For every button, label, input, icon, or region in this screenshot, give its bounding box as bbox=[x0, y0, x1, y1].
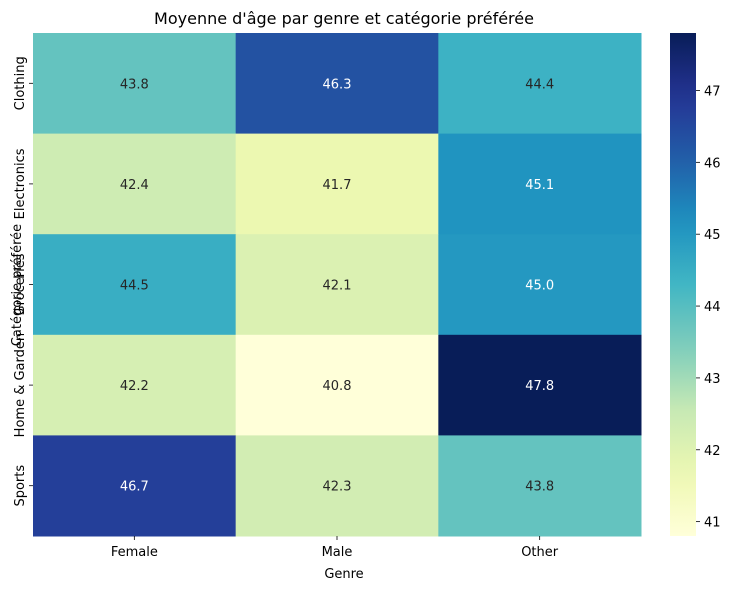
cell-value-label: 43.8 bbox=[525, 480, 554, 495]
heatmap-cell bbox=[235, 234, 439, 336]
colorbar bbox=[670, 33, 696, 536]
heatmap-cell bbox=[438, 234, 642, 336]
heatmap-cell bbox=[33, 234, 237, 336]
cell-value-label: 43.8 bbox=[120, 77, 149, 92]
heatmap-cell bbox=[235, 334, 439, 436]
colorbar-tick-label: 43 bbox=[704, 372, 721, 387]
heatmap-cell bbox=[235, 435, 439, 537]
heatmap-cell bbox=[33, 133, 237, 235]
heatmap-cell bbox=[33, 435, 237, 537]
cell-value-label: 47.8 bbox=[525, 379, 554, 394]
y-axis-ticks: Clothing Electronics Groceries Home & Garde… bbox=[13, 56, 33, 507]
colorbar-tick-label: 47 bbox=[704, 84, 721, 99]
heatmap-cell bbox=[438, 133, 642, 235]
colorbar-ticks: 41 42 43 44 45 46 47 bbox=[696, 84, 721, 531]
colorbar-tick-label: 45 bbox=[704, 228, 721, 243]
cell-value-label: 42.3 bbox=[323, 480, 352, 495]
y-tick-label: Sports bbox=[13, 465, 28, 507]
heatmap-cell bbox=[235, 33, 439, 135]
y-tick-label: Home & Garden bbox=[13, 333, 28, 437]
cell-value-label: 42.2 bbox=[120, 379, 149, 394]
heatmap-cells: 43.8 46.3 44.4 42.4 41.7 45.1 44.5 42.1 45.0 42.2… bbox=[33, 33, 642, 537]
heatmap-cell bbox=[438, 435, 642, 537]
cell-value-label: 42.4 bbox=[120, 178, 149, 193]
y-tick-label: Electronics bbox=[13, 148, 28, 219]
cell-value-label: 44.5 bbox=[120, 279, 149, 294]
cell-value-label: 42.1 bbox=[323, 279, 352, 294]
heatmap-cell bbox=[438, 334, 642, 436]
x-tick-label: Male bbox=[322, 545, 353, 560]
cell-value-label: 40.8 bbox=[323, 379, 352, 394]
chart-title: Moyenne d'âge par genre et catégorie pré… bbox=[154, 9, 534, 28]
heatmap-cell bbox=[33, 334, 237, 436]
y-tick-label: Clothing bbox=[13, 56, 28, 110]
colorbar-tick-label: 44 bbox=[704, 300, 721, 315]
cell-value-label: 45.0 bbox=[525, 279, 554, 294]
cell-value-label: 46.7 bbox=[120, 480, 149, 495]
heatmap-cell bbox=[438, 33, 642, 135]
cell-value-label: 45.1 bbox=[525, 178, 554, 193]
heatmap-cell bbox=[33, 33, 237, 135]
cell-value-label: 44.4 bbox=[525, 77, 554, 92]
x-axis-ticks: Female Male Other bbox=[111, 536, 559, 560]
x-tick-label: Other bbox=[521, 545, 559, 560]
cell-value-label: 46.3 bbox=[323, 77, 352, 92]
y-tick-label: Groceries bbox=[13, 253, 28, 315]
x-tick-label: Female bbox=[111, 545, 158, 560]
colorbar-tick-label: 42 bbox=[704, 444, 721, 459]
colorbar-tick-label: 46 bbox=[704, 156, 721, 171]
colorbar-tick-label: 41 bbox=[704, 516, 721, 531]
heatmap-cell bbox=[235, 133, 439, 235]
cell-value-label: 41.7 bbox=[323, 178, 352, 193]
y-axis-label: Catégorie préférée bbox=[10, 224, 25, 346]
x-axis-label: Genre bbox=[324, 567, 363, 582]
